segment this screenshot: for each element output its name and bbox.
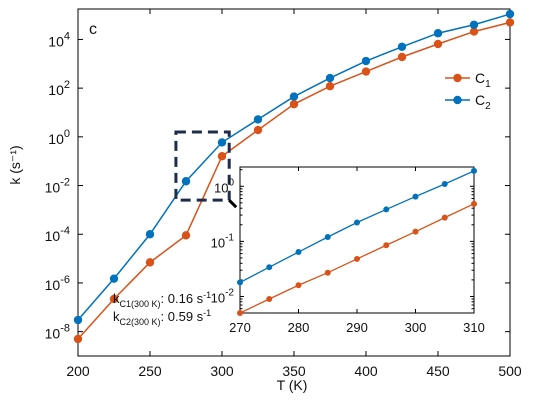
y-tick-label: 10-8 (45, 323, 70, 342)
data-point-c1 (253, 125, 263, 135)
data-point-c1 (361, 67, 371, 76)
data-point-c1 (145, 258, 155, 267)
x-tick-label: 300 (210, 363, 234, 379)
inset-data-point-c1 (412, 228, 419, 235)
inset-data-point-c1 (471, 200, 477, 207)
data-point-c1 (397, 52, 407, 62)
data-point-c1 (73, 334, 83, 344)
zoom-rectangle (174, 130, 231, 202)
panel-label: c (89, 21, 97, 38)
inset-y-tick-label: 100 (214, 177, 234, 195)
x-tick-label: 350 (282, 363, 306, 379)
y-tick-label: 10-4 (45, 225, 70, 244)
data-point-c2 (181, 177, 191, 186)
inset-data-point-c2 (354, 219, 360, 226)
data-point-c1 (217, 152, 227, 161)
rate-annotation: kC2(300 K): 0.59 s-1 (113, 308, 211, 327)
inset-x-tick-label: 310 (463, 320, 485, 335)
main-plot-area: 200 250 300 350 400 450 500 10-8 10-6 10-4 10-2 100… (45, 8, 522, 379)
y-axis-label: k (s⁻¹) (7, 145, 23, 184)
data-point-c2 (397, 42, 407, 51)
data-point-c2 (325, 73, 335, 83)
x-axis-label: T (K) (277, 377, 308, 393)
y-tick-label: 10-2 (45, 177, 70, 196)
inset-data-point-c2 (237, 279, 243, 286)
legend-label: C2 (475, 92, 491, 112)
y-tick-label: 100 (48, 128, 70, 147)
inset-data-point-c2 (441, 181, 448, 188)
x-tick-label: 500 (498, 363, 522, 379)
data-point-c2 (433, 29, 443, 38)
x-tick-label: 450 (426, 363, 450, 379)
data-point-c1 (181, 231, 191, 240)
inset-data-point-c2 (324, 234, 331, 241)
inset-y-tick-label: 10-1 (211, 232, 235, 250)
data-point-c2 (289, 92, 299, 101)
inset-data-point-c1 (383, 242, 390, 249)
inset-plot: 270 280 290 300 310 10-2 10-1 100 (211, 166, 485, 335)
zoom-region-box (174, 130, 238, 209)
inset-data-point-c1 (324, 269, 331, 276)
legend-marker (453, 95, 462, 105)
data-point-c2 (217, 138, 227, 147)
inset-data-point-c1 (441, 214, 448, 221)
inset-data-point-c2 (471, 167, 477, 174)
data-point-c2 (109, 274, 119, 283)
legend-marker (453, 73, 462, 83)
data-point-c1 (433, 39, 443, 49)
inset-data-point-c1 (295, 282, 302, 289)
y-tick-label: 104 (48, 30, 70, 49)
data-point-c2 (505, 9, 515, 19)
inset-data-point-c1 (266, 295, 273, 302)
inset-data-point-c1 (354, 255, 360, 262)
rate-annotation: kC1(300 K): 0.16 s-1 (113, 290, 211, 309)
data-point-c2 (253, 115, 263, 124)
data-point-c2 (73, 315, 83, 325)
x-tick-label: 400 (354, 363, 378, 379)
inset-data-point-c2 (295, 249, 302, 256)
x-tick-label: 200 (66, 363, 90, 379)
legend-label: C1 (475, 70, 491, 90)
inset-x-tick-label: 280 (288, 320, 310, 335)
zoom-connector (228, 199, 238, 209)
data-point-c2 (361, 56, 371, 66)
inset-data-point-c2 (412, 193, 419, 200)
data-point-c2 (145, 230, 155, 239)
x-tick-label: 250 (138, 363, 162, 379)
y-tick-label: 10-6 (45, 274, 70, 293)
y-tick-label: 102 (48, 79, 70, 98)
inset-data-point-c2 (266, 264, 273, 271)
inset-x-tick-label: 290 (346, 320, 368, 335)
data-point-c1 (469, 27, 479, 36)
inset-x-tick-label: 270 (229, 320, 251, 335)
data-point-c2 (469, 20, 479, 29)
data-point-c1 (109, 294, 119, 304)
inset-data-point-c1 (237, 310, 243, 317)
inset-y-tick-label: 10-2 (211, 287, 235, 305)
data-point-c1 (505, 18, 515, 27)
inset-data-point-c2 (383, 206, 390, 213)
data-point-c1 (325, 82, 335, 91)
inset-frame (239, 166, 475, 314)
data-point-c1 (289, 99, 299, 109)
inset-x-tick-label: 300 (405, 320, 427, 335)
